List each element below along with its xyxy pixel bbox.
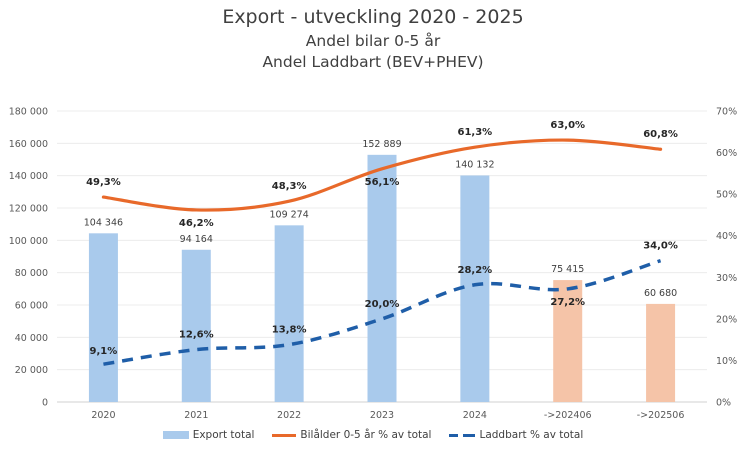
legend-swatch-line [272,433,297,437]
bar-value-label: 94 164 [180,234,213,245]
bar-value-label: 60 680 [644,288,677,299]
line-bilalder-label: 56,1% [365,177,400,188]
line-bilalder-label: 49,3% [86,177,121,188]
line-bilalder-label: 63,0% [550,120,585,131]
y-tick-label: 100 000 [9,236,48,247]
chart-subtitle-1: Andel bilar 0-5 år [305,32,441,50]
legend-swatch-dashed [449,433,476,437]
x-tick-label: ->202406 [544,410,592,421]
line-bilalder-label: 48,3% [272,181,307,192]
y2-tick-label: 50% [716,190,737,201]
line-laddbart-label: 9,1% [90,346,118,357]
y2-tick-label: 60% [716,148,737,159]
legend-swatch-bar [162,431,189,439]
bar [646,303,676,402]
y-tick-label: 40 000 [15,333,48,344]
x-tick-label: 2023 [370,410,394,421]
x-tick-label: 2021 [184,410,208,421]
bar [274,225,304,402]
x-tick-label: ->202506 [637,410,685,421]
legend-label: Export total [192,429,255,441]
line-laddbart-label: 28,2% [458,265,493,276]
x-tick-label: 2020 [91,410,115,421]
y2-tick-label: 0% [716,398,731,409]
legend-label: Laddbart % av total [479,429,584,441]
y-tick-label: 0 [42,398,48,409]
bar-value-label: 109 274 [269,209,308,220]
bar-value-label: 104 346 [84,217,123,228]
bar-value-label: 140 132 [455,159,494,170]
y-tick-label: 60 000 [15,301,48,312]
line-laddbart-label: 27,2% [550,297,585,308]
bar [181,249,211,402]
data-labels: 104 346 94 164 109 274 152 889 140 132 75 415… [84,120,678,357]
y2-tick-label: 30% [716,273,737,284]
legend: Export total Bilålder 0-5 år % av total … [0,429,746,441]
legend-item-bilalder: Bilålder 0-5 år % av total [272,429,431,441]
legend-item-laddbart: Laddbart % av total [449,429,583,441]
bar [88,233,118,402]
line-series [101,138,663,366]
line-bilalder-label: 61,3% [458,127,493,138]
line-laddbart-label: 13,8% [272,325,307,336]
legend-item-export: Export total [162,429,255,441]
line-laddbart-label: 20,0% [365,299,400,310]
y-tick-label: 120 000 [9,204,48,215]
y2-tick-label: 20% [716,314,737,325]
bar [460,175,490,402]
line-bilalder-label: 46,2% [179,218,214,229]
y-tick-label: 140 000 [9,171,48,182]
legend-label: Bilålder 0-5 år % av total [300,429,432,441]
y2-tick-label: 40% [716,231,737,242]
chart-title: Export - utveckling 2020 - 2025 [222,6,524,28]
bar-series [88,154,676,402]
y-tick-label: 180 000 [9,107,48,118]
chart-subtitle-2: Andel Laddbart (BEV+PHEV) [262,53,484,71]
line-laddbart-label: 12,6% [179,330,214,341]
y-tick-label: 160 000 [9,139,48,150]
line-laddbart-label: 34,0% [643,241,678,252]
y-tick-label: 20 000 [15,365,48,376]
bar-value-label: 152 889 [362,139,401,150]
axes: 0 20 000 40 000 60 000 80 000 100 000 120 000 1… [9,107,737,422]
x-tick-label: 2022 [277,410,301,421]
bar-value-label: 75 415 [551,264,584,275]
bar [553,280,583,402]
y2-tick-label: 70% [716,107,737,118]
x-tick-label: 2024 [463,410,487,421]
y2-tick-label: 10% [716,356,737,367]
bar [367,154,397,402]
line-bilalder-label: 60,8% [643,129,678,140]
y-tick-label: 80 000 [15,268,48,279]
